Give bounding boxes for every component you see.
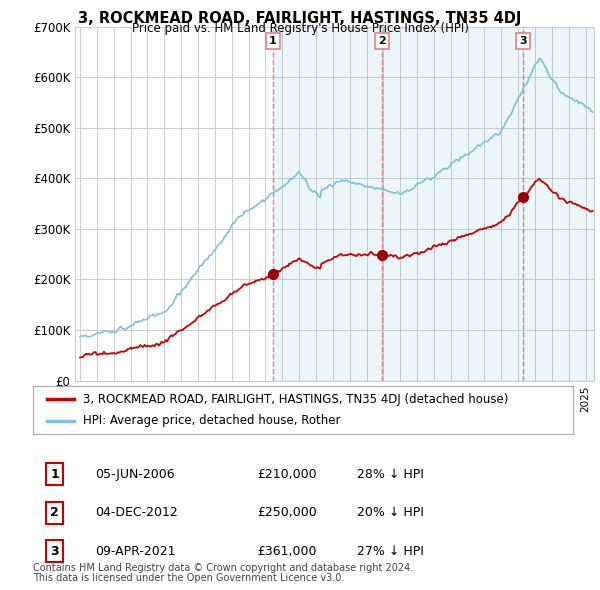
Text: £361,000: £361,000 xyxy=(257,545,317,558)
Text: 20% ↓ HPI: 20% ↓ HPI xyxy=(357,506,424,519)
Bar xyxy=(523,27,594,381)
Text: £250,000: £250,000 xyxy=(257,506,317,519)
Bar xyxy=(382,27,523,381)
Text: 3, ROCKMEAD ROAD, FAIRLIGHT, HASTINGS, TN35 4DJ (detached house): 3, ROCKMEAD ROAD, FAIRLIGHT, HASTINGS, T… xyxy=(83,393,508,406)
Text: 09-APR-2021: 09-APR-2021 xyxy=(95,545,176,558)
Text: 28% ↓ HPI: 28% ↓ HPI xyxy=(357,468,424,481)
Text: 1: 1 xyxy=(269,36,277,45)
Text: £210,000: £210,000 xyxy=(257,468,317,481)
Bar xyxy=(272,27,382,381)
Text: 1: 1 xyxy=(50,468,59,481)
Text: Price paid vs. HM Land Registry's House Price Index (HPI): Price paid vs. HM Land Registry's House … xyxy=(131,22,469,35)
Text: HPI: Average price, detached house, Rother: HPI: Average price, detached house, Roth… xyxy=(83,414,340,427)
Text: This data is licensed under the Open Government Licence v3.0.: This data is licensed under the Open Gov… xyxy=(33,573,344,584)
Text: 05-JUN-2006: 05-JUN-2006 xyxy=(95,468,175,481)
Text: 3: 3 xyxy=(519,36,527,45)
Text: 3: 3 xyxy=(50,545,59,558)
Text: 04-DEC-2012: 04-DEC-2012 xyxy=(95,506,178,519)
Text: 27% ↓ HPI: 27% ↓ HPI xyxy=(357,545,424,558)
Text: 2: 2 xyxy=(50,506,59,519)
Text: Contains HM Land Registry data © Crown copyright and database right 2024.: Contains HM Land Registry data © Crown c… xyxy=(33,563,413,573)
Text: 2: 2 xyxy=(378,36,386,45)
Text: 3, ROCKMEAD ROAD, FAIRLIGHT, HASTINGS, TN35 4DJ: 3, ROCKMEAD ROAD, FAIRLIGHT, HASTINGS, T… xyxy=(79,11,521,25)
